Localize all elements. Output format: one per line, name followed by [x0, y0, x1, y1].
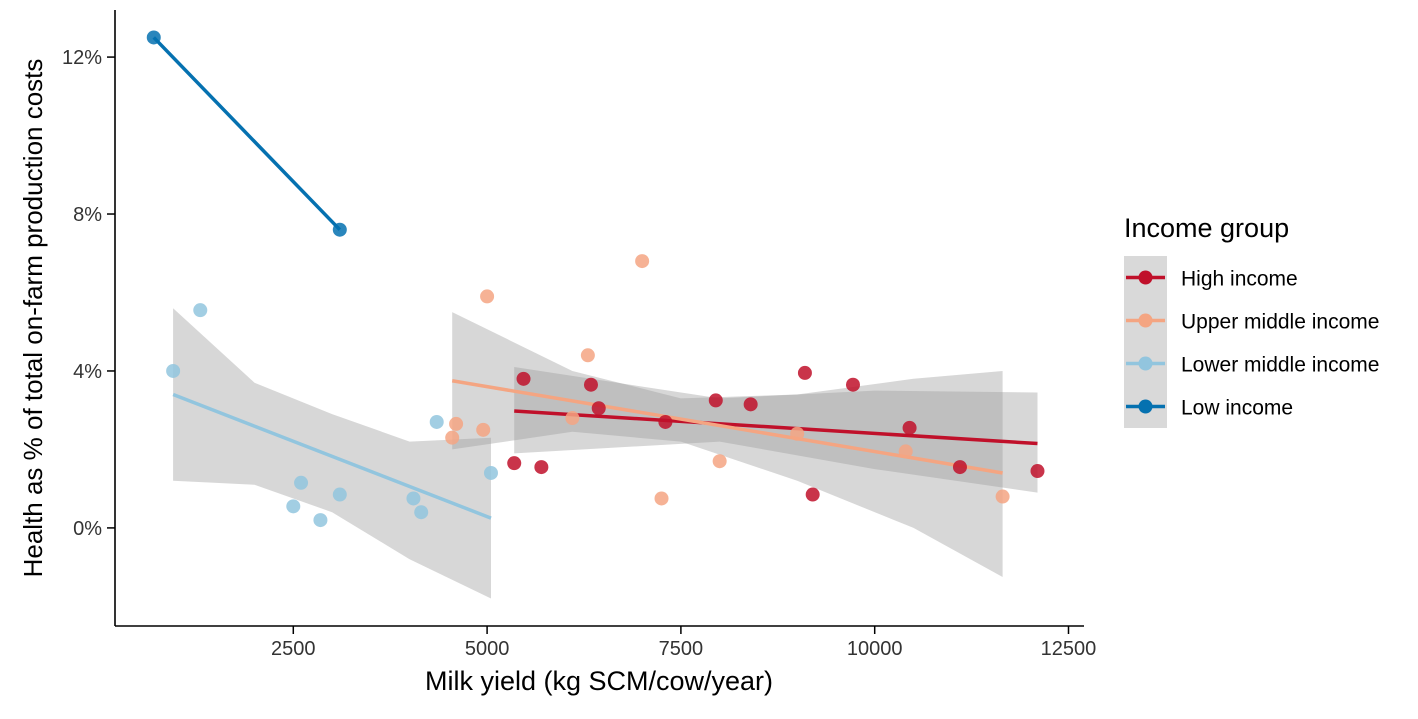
point-lower-middle-income-6 — [332, 487, 347, 502]
point-upper-middle-income-3 — [476, 422, 491, 437]
point-high-income-13 — [952, 460, 967, 475]
point-high-income-2 — [516, 371, 531, 386]
legend-key-point-lower-middle-income — [1138, 356, 1153, 371]
ci-band-high-income — [514, 367, 1038, 493]
legend-key-point-high-income — [1138, 270, 1153, 285]
point-lower-middle-income-7 — [406, 491, 421, 506]
point-lower-middle-income-5 — [313, 513, 328, 528]
trend-line-upper-middle-income — [451, 379, 1003, 475]
point-upper-middle-income-1 — [445, 430, 460, 445]
legend-label-low-income: Low income — [1181, 397, 1293, 420]
point-low-income-2 — [332, 222, 347, 237]
x-tick-label-10000: 10000 — [847, 638, 903, 660]
x-tick-label-7500: 7500 — [659, 638, 704, 660]
point-high-income-7 — [708, 393, 723, 408]
point-high-income-1 — [507, 456, 522, 471]
axes — [114, 10, 1084, 627]
point-high-income-9 — [797, 365, 812, 380]
point-high-income-6 — [658, 414, 673, 429]
point-upper-middle-income-9 — [712, 454, 727, 469]
point-lower-middle-income-2 — [193, 303, 208, 318]
trend-line-high-income — [514, 409, 1038, 446]
x-axis-title: Milk yield (kg SCM/cow/year) — [425, 666, 773, 696]
legend-label-upper-middle-income: Upper middle income — [1181, 311, 1379, 334]
x-tick-label-12500: 12500 — [1041, 638, 1097, 660]
point-lower-middle-income-3 — [286, 499, 301, 514]
y-tick-label-8: 8% — [73, 204, 102, 226]
legend-key-point-low-income — [1138, 399, 1153, 414]
point-upper-middle-income-12 — [995, 489, 1010, 504]
point-lower-middle-income-10 — [483, 465, 498, 480]
legend-key-point-upper-middle-income — [1138, 313, 1153, 328]
axis-ticks: 2500 5000 7500 10000 12500 0% 4% 8% 12% — [62, 47, 1096, 660]
point-lower-middle-income-8 — [414, 505, 429, 520]
point-upper-middle-income-4 — [480, 289, 495, 304]
point-lower-middle-income-9 — [429, 414, 444, 429]
point-high-income-11 — [845, 377, 860, 392]
y-tick-label-4: 4% — [73, 361, 102, 383]
y-tick-label-12: 12% — [62, 47, 102, 69]
point-upper-middle-income-2 — [449, 416, 464, 431]
point-upper-middle-income-6 — [580, 348, 595, 363]
y-axis-title: Health as % of total on-farm production … — [18, 59, 48, 578]
point-lower-middle-income-4 — [294, 475, 309, 490]
point-high-income-14 — [1030, 464, 1045, 479]
point-high-income-10 — [805, 487, 820, 502]
point-upper-middle-income-10 — [790, 426, 805, 441]
trend-lines — [152, 36, 1038, 520]
point-high-income-3 — [534, 460, 549, 475]
point-upper-middle-income-11 — [898, 444, 913, 459]
legend: Income group High income Upper middle inc… — [1124, 213, 1379, 428]
trend-line-low-income — [152, 36, 342, 231]
legend-title: Income group — [1124, 213, 1289, 243]
point-high-income-5 — [591, 401, 606, 416]
point-high-income-12 — [902, 420, 917, 435]
point-high-income-8 — [743, 397, 758, 412]
point-high-income-4 — [583, 377, 598, 392]
data-points — [146, 30, 1045, 528]
x-tick-label-5000: 5000 — [465, 638, 510, 660]
legend-label-high-income: High income — [1181, 268, 1298, 291]
trend-line-lower-middle-income — [172, 392, 492, 520]
point-upper-middle-income-8 — [654, 491, 669, 506]
y-tick-label-0: 0% — [73, 518, 102, 540]
point-lower-middle-income-1 — [166, 363, 181, 378]
legend-label-lower-middle-income: Lower middle income — [1181, 354, 1379, 377]
point-upper-middle-income-7 — [635, 254, 650, 269]
point-low-income-1 — [146, 30, 161, 45]
ci-band-lower-middle-income — [173, 308, 491, 599]
x-tick-label-2500: 2500 — [271, 638, 316, 660]
point-upper-middle-income-5 — [565, 411, 580, 426]
